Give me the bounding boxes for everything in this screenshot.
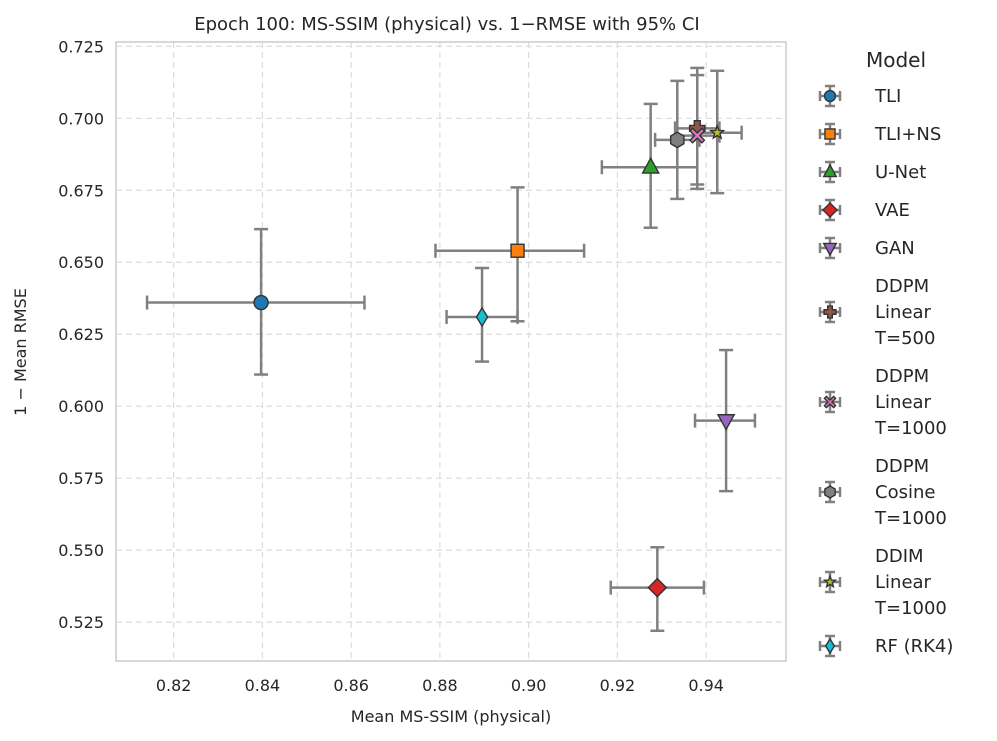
- legend-item-gan: GAN: [818, 236, 915, 260]
- legend-marker-vae: [822, 202, 838, 218]
- legend-label: T=1000: [874, 418, 947, 439]
- y-tick-label: 0.600: [58, 397, 104, 416]
- tick-layer: 0.82 0.84 0.86 0.88 0.90 0.92 0.94 0.525 0.550 0.…: [58, 37, 724, 695]
- legend-item-vae: VAE: [818, 198, 910, 222]
- legend-item-rf-rk4-: RF (RK4): [818, 634, 953, 658]
- legend-marker-u-net: [822, 163, 838, 178]
- chart-title: Epoch 100: MS-SSIM (physical) vs. 1−RMSE…: [194, 14, 700, 35]
- legend-marker-rf-rk4-: [824, 637, 836, 655]
- legend-label: T=500: [874, 328, 935, 349]
- legend-item-ddim-linear-t-1000: DDIM Linear T=1000: [818, 546, 947, 619]
- y-axis-label: 1 − Mean RMSE: [11, 288, 30, 416]
- grid-layer: [116, 42, 786, 661]
- legend-label: T=1000: [874, 598, 947, 619]
- legend-label: T=1000: [874, 508, 947, 529]
- legend-marker-ddpm-linear-t-500: [823, 305, 837, 319]
- legend-marker-ddpm-linear-t-1000: [823, 395, 837, 409]
- legend-label: TLI+NS: [874, 124, 941, 145]
- marker-ddpm-cosine-t-1000: [669, 131, 685, 149]
- legend-title: Model: [866, 48, 926, 72]
- legend-marker-tli-ns: [824, 128, 836, 140]
- y-tick-label: 0.525: [58, 613, 104, 632]
- legend-item-tli-ns: TLI+NS: [818, 122, 941, 146]
- legend-marker-gan: [822, 242, 838, 257]
- legend-label: VAE: [875, 200, 910, 221]
- y-tick-label: 0.700: [58, 109, 104, 128]
- legend-label: Linear: [875, 302, 932, 323]
- x-tick-label: 0.84: [245, 676, 281, 695]
- marker-u-net: [641, 156, 660, 174]
- legend-label: DDIM: [875, 546, 924, 567]
- legend-label: Cosine: [875, 482, 935, 503]
- y-tick-label: 0.625: [58, 325, 104, 344]
- marker-rf-rk4-: [475, 306, 489, 328]
- plot-frame: [115, 41, 787, 662]
- y-tick-label: 0.550: [58, 541, 104, 560]
- legend-label: RF (RK4): [875, 636, 953, 657]
- legend-marker-tli: [823, 89, 837, 103]
- marker-ddpm-linear-t-1000: [689, 127, 706, 144]
- x-tick-label: 0.86: [333, 676, 369, 695]
- legend-label: Linear: [875, 392, 932, 413]
- legend-label: DDPM: [875, 366, 929, 387]
- marker-ddim-linear-t-1000: [709, 124, 726, 140]
- legend-item-u-net: U-Net: [818, 160, 926, 184]
- legend-label: DDPM: [875, 276, 929, 297]
- x-tick-label: 0.82: [156, 676, 192, 695]
- y-tick-label: 0.650: [58, 253, 104, 272]
- legend-item-tli: TLI: [818, 84, 901, 108]
- legend-label: GAN: [875, 238, 915, 259]
- x-tick-label: 0.92: [600, 676, 636, 695]
- legend-marker-ddpm-cosine-t-1000: [824, 485, 836, 499]
- legend-marker-ddim-linear-t-1000: [822, 574, 838, 589]
- x-tick-label: 0.88: [422, 676, 458, 695]
- x-axis-label: Mean MS-SSIM (physical): [351, 707, 551, 726]
- marker-gan: [716, 414, 736, 432]
- series-layer: [145, 66, 757, 633]
- x-tick-label: 0.94: [688, 676, 724, 695]
- legend-label: U-Net: [875, 162, 926, 183]
- legend-label: Linear: [875, 572, 932, 593]
- legend-item-ddpm-linear-t-1000: DDPM Linear T=1000: [818, 366, 947, 439]
- legend-item-ddpm-cosine-t-1000: DDPM Cosine T=1000: [818, 456, 947, 529]
- y-tick-label: 0.575: [58, 469, 104, 488]
- legend-label: DDPM: [875, 456, 929, 477]
- y-tick-label: 0.725: [58, 37, 104, 56]
- series-tli-ns: [434, 186, 586, 323]
- marker-tli: [253, 294, 269, 311]
- legend: Model TLI TLI+NS U-Net VAE GAN DDPM Linear T=50…: [818, 48, 953, 658]
- legend-item-ddpm-linear-t-500: DDPM Linear T=500: [818, 276, 935, 349]
- marker-vae: [647, 577, 668, 598]
- marker-tli-ns: [510, 243, 525, 258]
- legend-label: TLI: [874, 86, 901, 107]
- y-tick-label: 0.675: [58, 181, 104, 200]
- x-tick-label: 0.90: [511, 676, 547, 695]
